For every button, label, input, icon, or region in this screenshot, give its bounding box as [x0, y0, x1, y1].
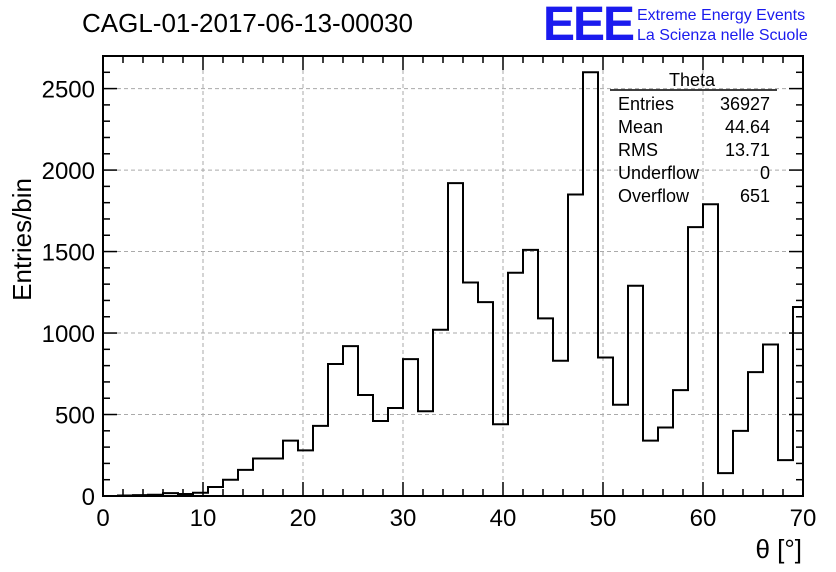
- x-tick-label: 50: [590, 505, 617, 532]
- histogram-bin: [643, 441, 658, 496]
- y-tick-label: 1000: [42, 321, 95, 348]
- histogram-bin: [733, 431, 748, 496]
- histogram-bin: [223, 480, 238, 496]
- histogram-bin: [343, 346, 358, 496]
- x-tick-label: 30: [390, 505, 417, 532]
- histogram-bin: [793, 307, 803, 496]
- y-tick-label: 500: [55, 403, 95, 430]
- stats-box-title: Theta: [669, 70, 716, 90]
- histogram-bin: [613, 405, 628, 496]
- histogram-bin: [553, 361, 568, 496]
- histogram-bin: [448, 183, 463, 496]
- histogram-bin: [208, 487, 223, 496]
- stats-label-entries: Entries: [618, 94, 674, 114]
- histogram-bin: [523, 250, 538, 496]
- y-tick-label: 0: [82, 484, 95, 511]
- stats-label-underflow: Underflow: [618, 163, 700, 183]
- plot-frame: [102, 55, 804, 497]
- stats-label-rms: RMS: [618, 140, 658, 160]
- x-tick-label: 60: [690, 505, 717, 532]
- histogram-bin: [688, 227, 703, 496]
- stats-value-rms: 13.71: [725, 140, 770, 160]
- x-tick-label: 70: [790, 505, 817, 532]
- histogram-bin: [268, 459, 283, 496]
- histogram-bin: [508, 273, 523, 496]
- histogram-bin: [478, 302, 493, 496]
- eee-logo: EEE: [543, 0, 634, 51]
- histogram-bin: [403, 359, 418, 496]
- histogram-bin: [538, 318, 553, 496]
- stats-value-entries: 36927: [720, 94, 770, 114]
- histogram-bin: [673, 390, 688, 496]
- y-axis-label: Entries/bin: [7, 178, 37, 301]
- stats-label-mean: Mean: [618, 117, 663, 137]
- histogram-bin: [598, 357, 613, 496]
- histogram-bin: [748, 372, 763, 496]
- histogram-outline: [103, 71, 804, 497]
- histogram-bin: [418, 411, 433, 496]
- histogram-bin: [493, 424, 508, 496]
- histogram-bin: [658, 428, 673, 496]
- histogram-bin: [778, 460, 793, 496]
- histogram-bin: [298, 450, 313, 496]
- stats-box: Theta Entries 36927 Mean 44.64 RMS 13.71…: [610, 70, 777, 206]
- x-tick-label: 0: [96, 505, 109, 532]
- histogram-bin: [628, 286, 643, 496]
- y-tick-label: 1500: [42, 240, 95, 267]
- histogram-bin: [238, 470, 253, 496]
- histogram-bin: [328, 364, 343, 496]
- y-tick-label: 2000: [42, 158, 95, 185]
- histogram-bin: [358, 395, 373, 496]
- x-axis-label: θ [°]: [755, 534, 802, 564]
- histogram-bin: [283, 441, 298, 496]
- histogram-bin: [463, 283, 478, 496]
- histogram-bin: [373, 421, 388, 496]
- axis-ticks: 0 10 20 30 40 50 60 70 0 500 1000 1500 2000 2500: [42, 55, 817, 532]
- histogram-bars: [103, 71, 804, 497]
- histogram-bin: [583, 72, 598, 496]
- x-tick-label: 40: [490, 505, 517, 532]
- grid: [103, 56, 803, 496]
- stats-label-overflow: Overflow: [618, 186, 690, 206]
- y-tick-label: 2500: [42, 77, 95, 104]
- histogram-bin: [253, 459, 268, 496]
- branding-line-2: La Scienza nelle Scuole: [637, 27, 808, 44]
- x-tick-label: 20: [290, 505, 317, 532]
- histogram-bin: [568, 195, 583, 496]
- stats-value-underflow: 0: [760, 163, 770, 183]
- x-tick-label: 10: [190, 505, 217, 532]
- chart-title: CAGL-01-2017-06-13-00030: [82, 8, 413, 38]
- histogram-bin: [703, 204, 718, 496]
- histogram-bin: [718, 473, 733, 496]
- histogram-bin: [433, 330, 448, 496]
- histogram-bin: [763, 344, 778, 496]
- histogram-bin: [388, 408, 403, 496]
- stats-value-overflow: 651: [740, 186, 770, 206]
- branding-line-1: Extreme Energy Events: [637, 7, 805, 24]
- stats-value-mean: 44.64: [725, 117, 770, 137]
- histogram-bin: [313, 426, 328, 496]
